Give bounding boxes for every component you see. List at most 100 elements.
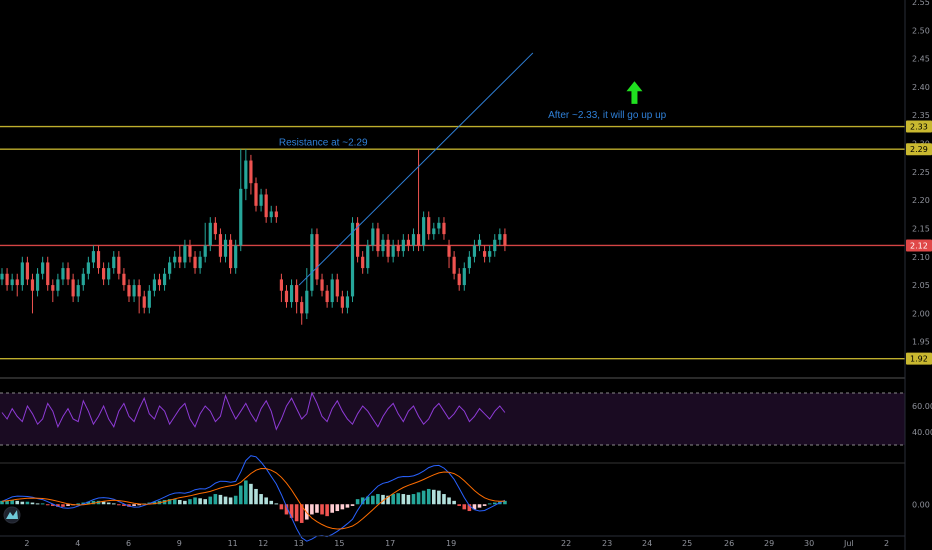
histogram-bar xyxy=(477,504,482,508)
time-tick-label: 26 xyxy=(724,539,734,548)
histogram-bar xyxy=(401,494,406,505)
histogram-bar xyxy=(35,503,40,505)
price-tick-label: 2.20 xyxy=(912,196,930,205)
candle-body xyxy=(244,160,248,189)
histogram-bar xyxy=(188,499,192,505)
signal-line xyxy=(1,467,505,530)
candle-body xyxy=(20,262,24,286)
histogram-bar xyxy=(437,490,441,505)
histogram-bar xyxy=(345,504,350,508)
annotations[interactable]: Resistance at ~2.29 After ~2.33, it will … xyxy=(279,110,667,149)
candle-body xyxy=(345,296,350,308)
candle-body xyxy=(422,217,426,246)
histogram-bar xyxy=(320,504,324,515)
histogram-bar xyxy=(259,494,263,505)
histogram-bar xyxy=(426,488,431,505)
histogram-bar xyxy=(61,504,65,507)
time-tick-label: 24 xyxy=(642,539,652,548)
time-tick-label: 19 xyxy=(446,539,456,548)
price-tick-label: 2.40 xyxy=(912,83,930,92)
candle-body xyxy=(289,285,294,303)
histogram-bar xyxy=(218,494,223,505)
price-axis[interactable]: 2.552.502.452.402.352.302.252.202.152.10… xyxy=(904,0,932,550)
candle-body xyxy=(107,268,111,280)
price-tick-label: 2.45 xyxy=(912,55,930,64)
candle-body xyxy=(483,251,487,257)
candle-body xyxy=(376,228,380,252)
candle-body xyxy=(249,160,253,184)
histogram-bar xyxy=(137,504,141,506)
candle-body xyxy=(330,279,334,303)
histogram-bar xyxy=(487,503,492,505)
candle-body xyxy=(361,256,365,269)
price-tick-label: 2.15 xyxy=(912,224,930,233)
histogram-bar xyxy=(66,504,70,506)
candle-body xyxy=(76,285,80,297)
histogram-bar xyxy=(411,494,416,505)
candle-body xyxy=(371,228,375,246)
histogram-bar xyxy=(122,504,126,506)
histogram-bar xyxy=(132,504,136,506)
histogram-bar xyxy=(371,495,375,505)
candle-body xyxy=(488,251,492,257)
trendline[interactable] xyxy=(298,52,534,286)
candle-body xyxy=(427,217,431,235)
candle-body xyxy=(35,273,40,291)
histogram-bar xyxy=(330,504,334,513)
time-tick-label: 29 xyxy=(764,539,774,548)
histogram-bar xyxy=(284,504,289,515)
oscillator-band xyxy=(0,393,905,445)
candle-body xyxy=(391,245,395,257)
histogram-bar xyxy=(391,494,395,505)
price-tick-label: 2.25 xyxy=(912,168,930,177)
histogram-bar xyxy=(152,501,157,505)
candle-body xyxy=(122,273,126,286)
histogram-bar xyxy=(15,500,20,505)
histogram-bar xyxy=(86,501,91,505)
histogram-bar xyxy=(264,497,268,505)
histogram-bar xyxy=(91,500,96,505)
price-tick-label: 2.55 xyxy=(912,0,930,7)
histogram-bar xyxy=(340,504,345,510)
histogram-bar xyxy=(432,489,436,505)
horizontal-levels[interactable] xyxy=(0,125,905,360)
histogram-bar xyxy=(482,504,487,506)
level-badge-2.12 xyxy=(906,239,932,252)
oscillator-line xyxy=(1,391,506,431)
time-axis[interactable]: 2 4 6 9 11 12 13 15 17 19 22 23 24 25 26 29 30 Jul 2 xyxy=(0,535,905,548)
time-tick-label: 25 xyxy=(682,539,692,548)
candle-body xyxy=(366,245,370,269)
level-badge-1.92 xyxy=(906,352,932,365)
time-tick-label: 13 xyxy=(294,539,304,548)
histogram-panel[interactable] xyxy=(0,455,507,542)
candle-body xyxy=(274,211,278,218)
resistance-annotation: Resistance at ~2.29 xyxy=(279,138,368,149)
grid xyxy=(0,0,905,550)
level-badge-2.29 xyxy=(906,143,932,156)
candle-body xyxy=(56,279,60,291)
candle-body xyxy=(51,285,55,291)
price-tick-label: 1.95 xyxy=(912,338,930,347)
histogram-bar xyxy=(56,504,60,507)
time-tick-label: 2 xyxy=(884,539,889,548)
time-tick-label: 30 xyxy=(804,539,814,548)
candle-body xyxy=(467,256,471,269)
histogram-bar xyxy=(25,501,30,505)
up-arrow-icon[interactable] xyxy=(626,81,643,104)
histogram-bar xyxy=(244,480,248,505)
time-tick-label: 9 xyxy=(177,539,182,548)
candle-body xyxy=(503,234,507,246)
candle-body xyxy=(234,245,238,269)
histogram-bar xyxy=(503,500,507,505)
histogram-bar xyxy=(315,504,319,513)
candle-body xyxy=(198,256,202,269)
tradingview-logo-icon[interactable] xyxy=(3,506,21,524)
oscillator-panel[interactable] xyxy=(0,377,905,464)
candle-body xyxy=(381,239,385,252)
histogram-bar xyxy=(254,488,258,505)
histogram-bar xyxy=(274,503,279,505)
candle-body xyxy=(406,239,410,246)
candle-body xyxy=(386,239,390,257)
candle-body xyxy=(61,268,65,280)
